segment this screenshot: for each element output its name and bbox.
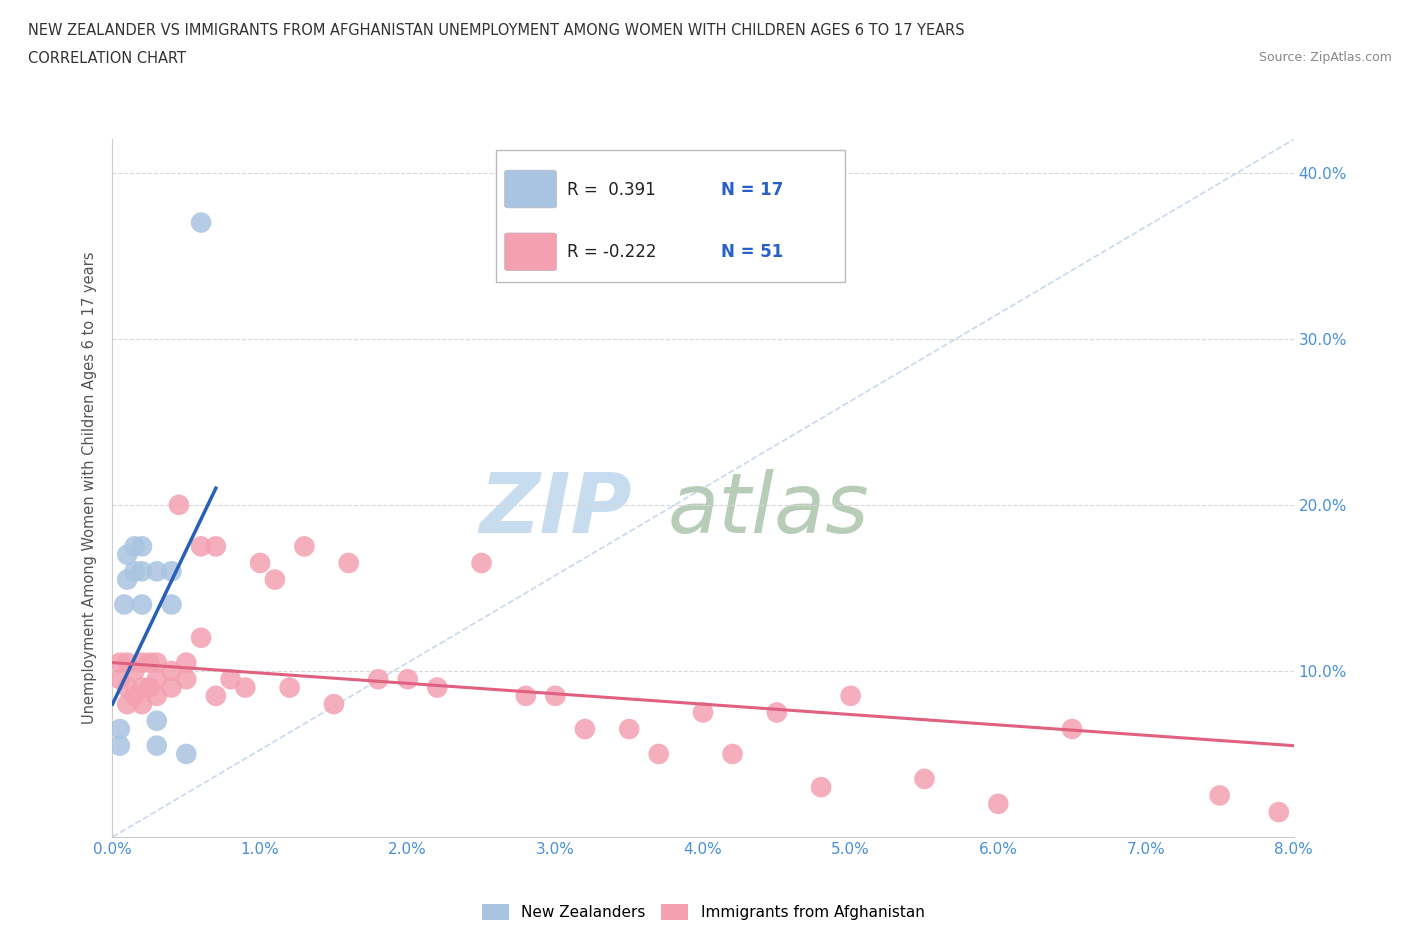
Point [190, 539, 212, 554]
Point [367, 671, 389, 686]
Point [131, 597, 153, 612]
Point [160, 663, 183, 678]
Point [160, 680, 183, 695]
Point [146, 656, 169, 671]
Point [167, 498, 190, 512]
Point [292, 539, 315, 554]
Point [1208, 788, 1232, 803]
Point [124, 663, 146, 678]
Point [124, 564, 146, 578]
Point [190, 215, 212, 230]
Point [914, 772, 936, 787]
Point [471, 555, 494, 570]
Point [138, 680, 160, 695]
FancyBboxPatch shape [505, 170, 557, 208]
Point [108, 722, 131, 737]
Point [131, 539, 153, 554]
Text: ZIP: ZIP [479, 469, 633, 550]
Point [515, 688, 537, 703]
Point [647, 747, 671, 762]
Point [337, 555, 360, 570]
Point [396, 671, 419, 686]
FancyBboxPatch shape [505, 233, 557, 271]
Text: atlas: atlas [668, 469, 869, 550]
Point [426, 680, 449, 695]
FancyBboxPatch shape [496, 150, 845, 283]
Point [146, 713, 169, 728]
Point [1062, 722, 1084, 737]
Text: NEW ZEALANDER VS IMMIGRANTS FROM AFGHANISTAN UNEMPLOYMENT AMONG WOMEN WITH CHILD: NEW ZEALANDER VS IMMIGRANTS FROM AFGHANI… [28, 23, 965, 38]
Point [1268, 804, 1291, 819]
Point [249, 555, 271, 570]
Point [174, 747, 197, 762]
Point [544, 688, 567, 703]
Point [278, 680, 301, 695]
Point [112, 597, 135, 612]
Point [131, 680, 153, 695]
Point [574, 722, 596, 737]
Point [233, 680, 256, 695]
Point [160, 564, 183, 578]
Point [810, 779, 832, 794]
Point [174, 656, 197, 671]
Point [146, 564, 169, 578]
Point [765, 705, 787, 720]
Point [205, 539, 228, 554]
Text: R =  0.391: R = 0.391 [567, 180, 657, 199]
Point [264, 572, 287, 587]
Point [117, 547, 138, 562]
Text: Source: ZipAtlas.com: Source: ZipAtlas.com [1258, 51, 1392, 64]
Point [987, 796, 1010, 811]
Point [131, 564, 153, 578]
Point [117, 697, 138, 711]
Y-axis label: Unemployment Among Women with Children Ages 6 to 17 years: Unemployment Among Women with Children A… [82, 252, 97, 724]
Point [124, 539, 146, 554]
Point [146, 738, 169, 753]
Point [146, 671, 169, 686]
Point [117, 656, 138, 671]
Point [160, 597, 183, 612]
Text: N = 17: N = 17 [721, 180, 783, 199]
Point [190, 631, 212, 645]
Point [117, 680, 138, 695]
Point [205, 688, 228, 703]
Point [174, 671, 197, 686]
Point [117, 572, 138, 587]
Point [323, 697, 346, 711]
Point [108, 656, 131, 671]
Text: R = -0.222: R = -0.222 [567, 244, 657, 261]
Point [219, 671, 242, 686]
Point [108, 738, 131, 753]
Point [721, 747, 744, 762]
Point [131, 697, 153, 711]
Text: CORRELATION CHART: CORRELATION CHART [28, 51, 186, 66]
Point [692, 705, 714, 720]
Point [108, 671, 131, 686]
Point [124, 688, 146, 703]
Point [839, 688, 862, 703]
Point [619, 722, 641, 737]
Point [131, 656, 153, 671]
Legend: New Zealanders, Immigrants from Afghanistan: New Zealanders, Immigrants from Afghanis… [481, 904, 925, 920]
Point [146, 688, 169, 703]
Text: N = 51: N = 51 [721, 244, 783, 261]
Point [138, 656, 160, 671]
